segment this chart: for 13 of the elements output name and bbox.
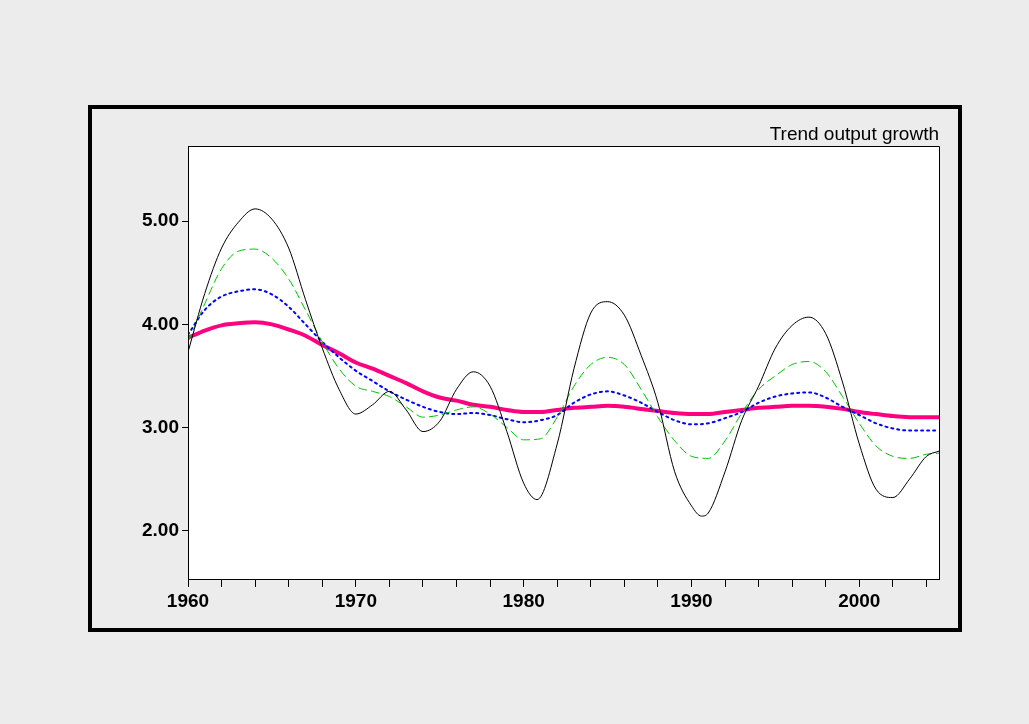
- line-series: [188, 320, 939, 420]
- x-tick-label: 1990: [670, 589, 713, 611]
- x-tick-label: 2000: [838, 589, 881, 611]
- y-tick-label: 5.00: [142, 209, 179, 231]
- line-series: [188, 288, 939, 432]
- y-tick-label: 2.00: [142, 518, 179, 540]
- y-tick-label: 4.00: [142, 312, 179, 334]
- chart-title: Trend output growth: [769, 122, 939, 144]
- x-tick-label: 1980: [502, 589, 545, 611]
- line-series: [188, 248, 939, 459]
- x-tick-label: 1960: [166, 589, 210, 611]
- x-tick-label: 1970: [334, 589, 377, 611]
- y-tick-label: 3.00: [142, 415, 179, 437]
